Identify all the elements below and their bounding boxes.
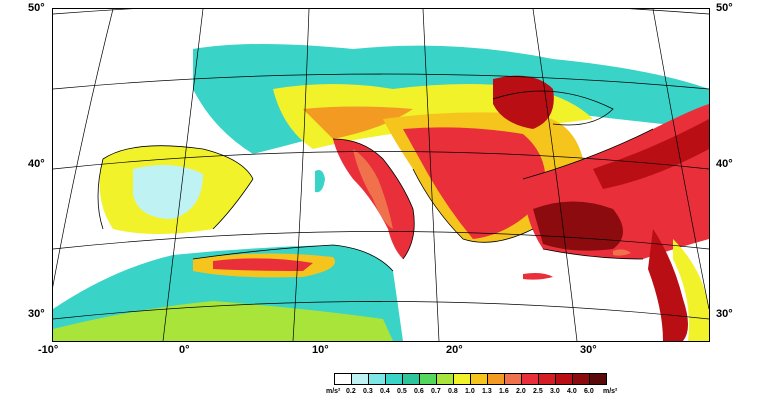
legend-labels: m/s² 0.2 0.3 0.4 0.5 0.6 0.7 0.8 1.0 1.3 1.6 2.0 2.5…: [326, 388, 746, 400]
legend-value-label: 1.0: [465, 388, 475, 395]
lat-label-40-left: 40°: [28, 158, 45, 170]
sahara-zone: [53, 301, 393, 341]
legend-value-label: 0.6: [414, 388, 424, 395]
lat-label-50-left: 50°: [28, 2, 45, 14]
levant-zone: [673, 239, 709, 341]
islands: [315, 170, 631, 280]
legend-value-label: 0.3: [363, 388, 373, 395]
cyprus: [613, 249, 631, 256]
legend-swatch: [453, 373, 471, 385]
legend-swatch: [555, 373, 573, 385]
italy-inner-zone: [353, 149, 393, 229]
legend-value-label: 0.2: [346, 388, 356, 395]
north-anatolian-zone: [593, 119, 709, 189]
legend-value-label: 2.5: [533, 388, 543, 395]
legend-swatch: [521, 373, 539, 385]
legend-value-label: 1.3: [482, 388, 492, 395]
alps-orange-zone: [303, 106, 413, 139]
legend-swatch: [334, 373, 352, 385]
legend-value-label: 2.0: [516, 388, 526, 395]
coastlines: [97, 90, 654, 272]
lat-label-30-left: 30°: [28, 308, 45, 320]
lon-label-10: 10°: [312, 344, 329, 356]
legend-unit-left: m/s²: [326, 388, 341, 395]
legend-swatch: [589, 373, 607, 385]
legend-swatch: [572, 373, 590, 385]
legend-swatch: [504, 373, 522, 385]
vrancea-zone: [493, 75, 554, 129]
legend-value-label: 1.6: [499, 388, 509, 395]
dead-sea-zone: [648, 229, 688, 341]
legend-swatch: [385, 373, 403, 385]
legend-value-label: 3.0: [550, 388, 560, 395]
legend-swatch: [368, 373, 386, 385]
iberia-center-zone: [133, 165, 203, 219]
legend-swatch: [402, 373, 420, 385]
corsica-sardinia: [315, 170, 325, 193]
graticule: [53, 9, 709, 341]
legend-swatch: [436, 373, 454, 385]
color-legend: [334, 373, 607, 385]
legend-value-label: 4.0: [567, 388, 577, 395]
lon-label-0: 0°: [179, 344, 190, 356]
legend-value-label: 0.7: [431, 388, 441, 395]
lon-label-20: 20°: [446, 344, 463, 356]
legend-value-label: 6.0: [584, 388, 594, 395]
legend-swatch: [419, 373, 437, 385]
legend-value-label: 0.4: [380, 388, 390, 395]
lon-label--10: -10°: [38, 344, 59, 356]
legend-swatch: [351, 373, 369, 385]
lat-label-40-right: 40°: [716, 158, 733, 170]
legend-unit-right: m/s²: [603, 388, 618, 395]
map-canvas: [53, 9, 709, 341]
legend-value-label: 0.5: [397, 388, 407, 395]
lat-label-50-right: 50°: [716, 2, 733, 14]
balkans-red-zone: [403, 127, 546, 239]
atlas-high-zone: [213, 258, 313, 271]
legend-value-label: 0.8: [448, 388, 458, 395]
crete: [523, 273, 553, 280]
aegean-turkey-zone: [533, 201, 623, 251]
legend-swatch: [470, 373, 488, 385]
lon-label-30: 30°: [580, 344, 597, 356]
lat-label-30-right: 30°: [716, 308, 733, 320]
land-zones: [53, 44, 709, 341]
legend-swatch: [487, 373, 505, 385]
legend-swatch: [538, 373, 556, 385]
hazard-map: [52, 8, 710, 342]
